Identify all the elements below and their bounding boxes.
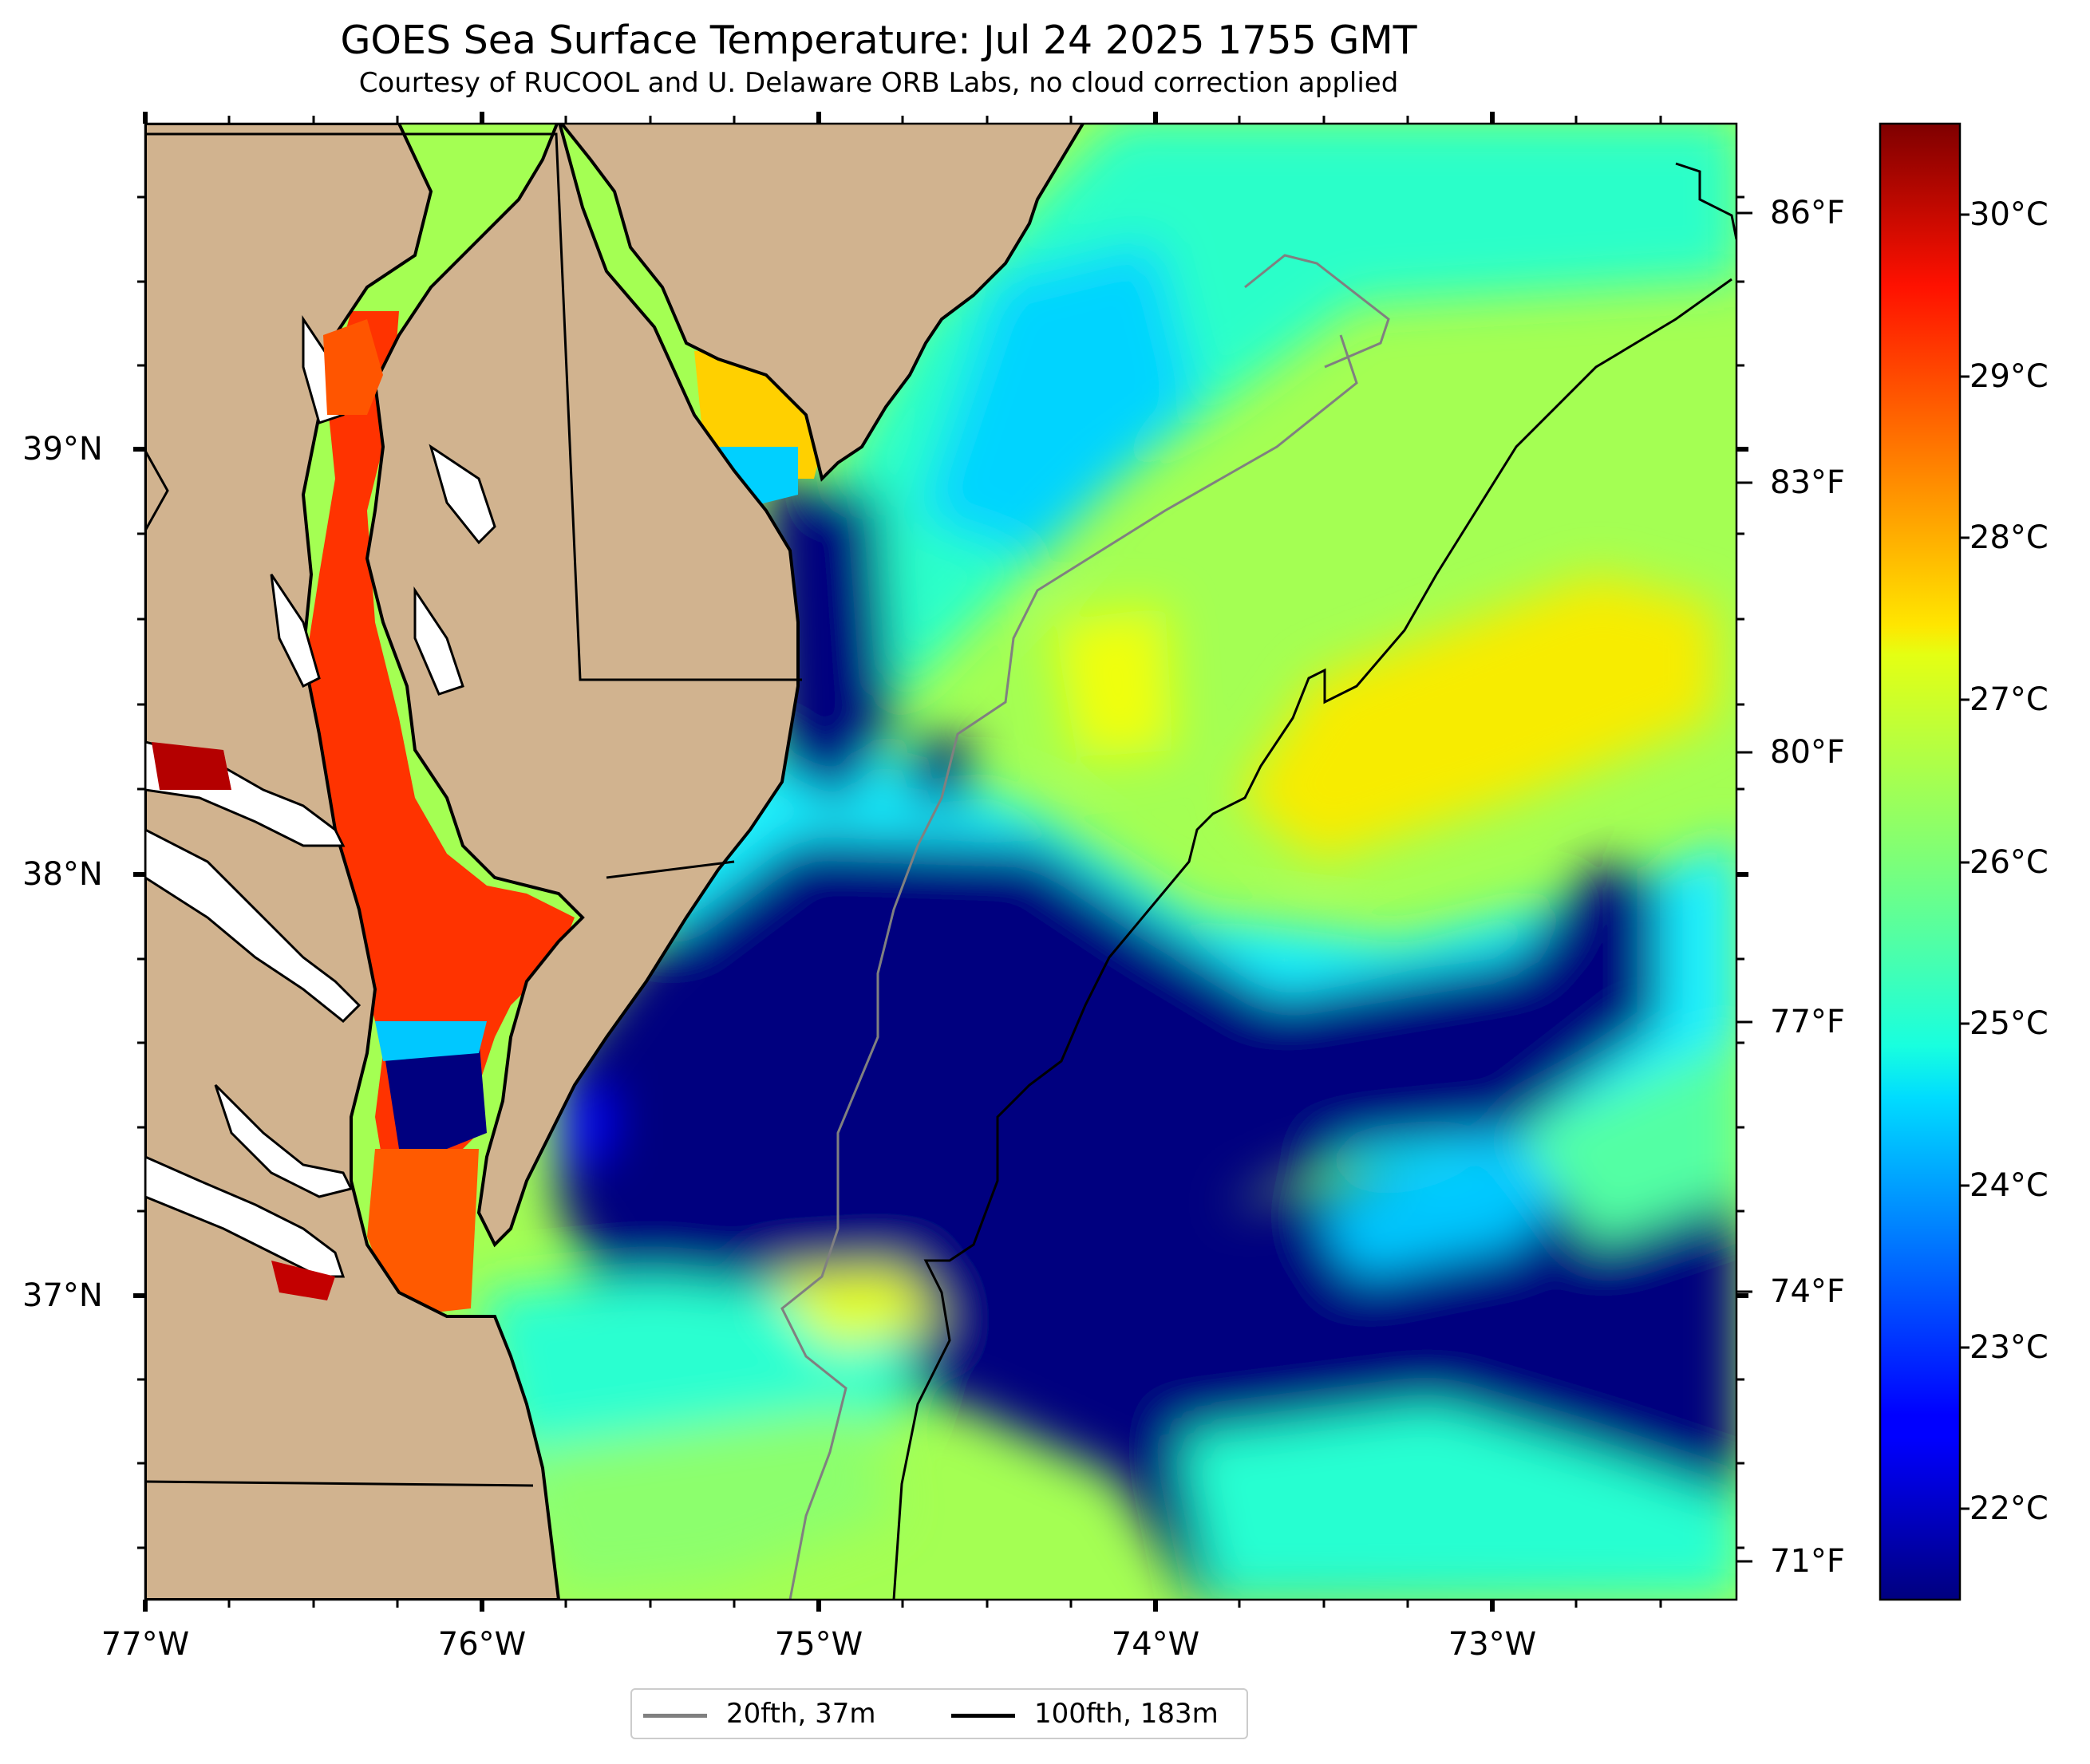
fahrenheit-ticks: [1736, 211, 1752, 1563]
fahrenheit-label: 83°F: [1770, 464, 1845, 501]
lat-minor-ticks: [137, 195, 1744, 1549]
colorbar-label: 22°C: [1969, 1490, 2049, 1527]
chart-subtitle: Courtesy of RUCOOL and U. Delaware ORB L…: [358, 67, 1399, 99]
isobath-20fth: [780, 334, 1358, 1600]
fahrenheit-label: 77°F: [1770, 1004, 1845, 1040]
fahrenheit-label: 80°F: [1770, 734, 1845, 771]
fahrenheit-label: 74°F: [1770, 1273, 1845, 1310]
legend-label: 100fth, 183m: [1034, 1698, 1219, 1730]
sst-map: [145, 124, 1736, 1600]
legend-swatch-100fth: [951, 1714, 1015, 1718]
colorbar-label: 26°C: [1969, 844, 2049, 881]
lon-label: 76°W: [437, 1626, 527, 1663]
colorbar-label: 30°C: [1969, 196, 2049, 233]
lon-label: 75°W: [774, 1626, 863, 1663]
sst-field: [479, 124, 1736, 1600]
lat-label: 38°N: [22, 856, 103, 893]
lon-label: 77°W: [101, 1626, 190, 1663]
bay-water-warm: [303, 311, 575, 1173]
fahrenheit-label: 71°F: [1770, 1543, 1845, 1580]
bay-mouth-warm: [367, 1149, 479, 1316]
colorbar-label: 28°C: [1969, 519, 2049, 556]
legend: 20fth, 37m 100fth, 183m: [630, 1688, 1248, 1739]
lat-ticks: [133, 447, 1748, 1298]
colorbar-label: 25°C: [1969, 1005, 2049, 1042]
lat-label: 39°N: [22, 431, 103, 468]
colorbar-label: 24°C: [1969, 1167, 2049, 1204]
lon-label: 74°W: [1111, 1626, 1200, 1663]
isobath-100fth: [892, 278, 1732, 1600]
colorbar-label: 23°C: [1969, 1329, 2049, 1366]
chart-title: GOES Sea Surface Temperature: Jul 24 202…: [340, 18, 1417, 63]
lon-label: 73°W: [1448, 1626, 1537, 1663]
lon-minor-ticks: [227, 116, 1662, 1608]
legend-label: 20fth, 37m: [726, 1698, 876, 1730]
colorbar-ticks: [1960, 213, 1969, 1510]
lat-label: 37°N: [22, 1277, 103, 1314]
bay-cold-pool: [383, 1037, 487, 1149]
colorbar-label: 29°C: [1969, 358, 2049, 395]
fahrenheit-label: 86°F: [1770, 195, 1845, 231]
state-borders: [145, 132, 802, 1487]
map-frame: [144, 122, 1738, 1601]
legend-swatch-20fth: [643, 1714, 707, 1718]
colorbar-label: 27°C: [1969, 681, 2049, 718]
lon-ticks: [143, 112, 1495, 1612]
colorbar: [1879, 122, 1962, 1601]
